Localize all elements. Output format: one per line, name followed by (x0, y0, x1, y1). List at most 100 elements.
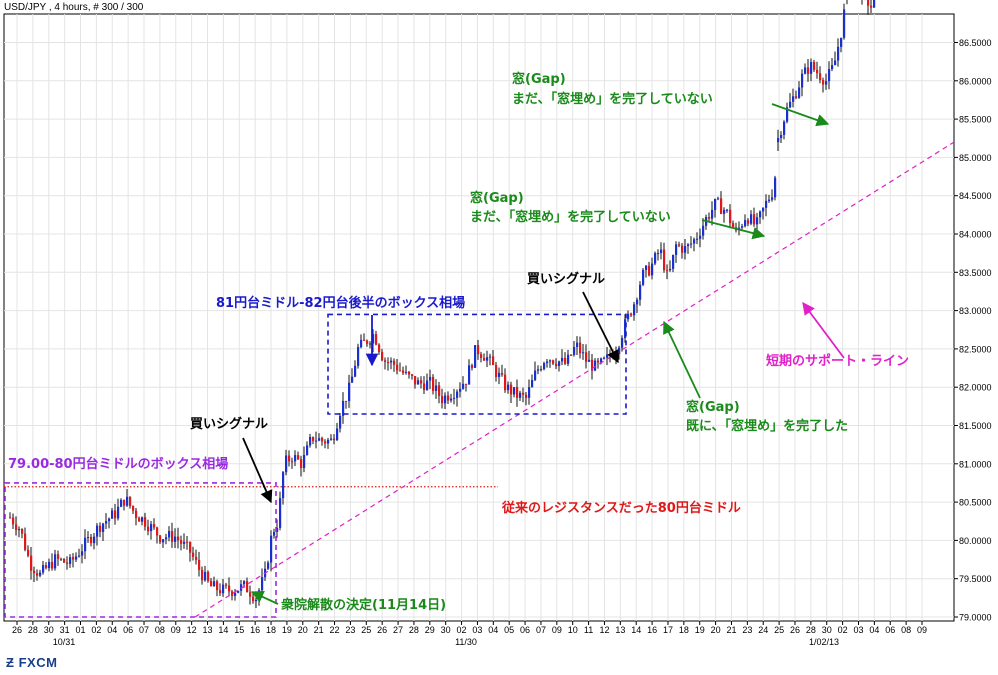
candle-up (498, 372, 501, 377)
candle-down (45, 565, 48, 569)
candle-down (729, 209, 732, 224)
candle-up (96, 525, 99, 537)
candle-up (675, 244, 678, 255)
y-tick-label: 83.5000 (959, 268, 992, 278)
x-tick-label: 28 (409, 625, 419, 635)
candle-down (129, 496, 132, 507)
candle-up (357, 347, 360, 366)
y-tick-label: 83.0000 (959, 306, 992, 316)
x-tick-label: 23 (742, 625, 752, 635)
candle-down (192, 552, 195, 557)
candle-up (840, 37, 843, 47)
candle-down (465, 383, 468, 385)
candle-up (624, 319, 627, 339)
candle-down (138, 518, 141, 522)
candle-down (60, 558, 63, 560)
candle-up (39, 572, 42, 576)
candle-up (672, 254, 675, 269)
candle-up (417, 380, 420, 385)
y-tick-label: 84.5000 (959, 191, 992, 201)
candle-up (789, 101, 792, 108)
candle-down (867, 0, 870, 6)
x-tick-label: 23 (345, 625, 355, 635)
candle-down (555, 363, 558, 366)
x-tick-label: 28 (28, 625, 38, 635)
candle-down (393, 360, 396, 365)
candle-up (696, 238, 699, 240)
fxcm-logo: Ƶ FXCM (6, 655, 58, 670)
candle-up (600, 358, 603, 363)
candle-down (387, 361, 390, 363)
candle-up (684, 246, 687, 253)
candle-up (627, 313, 630, 320)
candle-up (48, 561, 51, 569)
candle-down (33, 570, 36, 574)
candle-up (372, 334, 375, 344)
x-tick-label: 31 (60, 625, 70, 635)
candle-up (126, 496, 129, 506)
candle-up (435, 385, 438, 391)
candle-up (777, 138, 780, 143)
candle-down (732, 223, 735, 228)
y-tick-label: 82.5000 (959, 344, 992, 354)
candle-down (153, 524, 156, 528)
x-tick-label: 07 (536, 625, 546, 635)
candle-down (432, 376, 435, 391)
x-tick-label: 27 (393, 625, 403, 635)
candle-down (552, 360, 555, 364)
candle-down (819, 73, 822, 81)
candle-down (15, 524, 18, 531)
x-tick-label: 16 (647, 625, 657, 635)
candle-up (78, 555, 81, 557)
candle-up (633, 304, 636, 316)
candle-down (441, 396, 444, 404)
candle-up (141, 517, 144, 522)
candle-down (591, 359, 594, 371)
candle-down (870, 5, 873, 8)
candle-up (654, 253, 657, 264)
x-tick-label: 06 (520, 625, 530, 635)
candle-down (57, 554, 60, 559)
buy-signal-1-label: 買いシグナル (190, 417, 269, 432)
candle-up (534, 370, 537, 381)
candle-down (501, 372, 504, 375)
x-tick-label: 19 (695, 625, 705, 635)
candle-up (759, 211, 762, 218)
overlays: 87.6150 (4, 141, 955, 618)
box-81-82-label: 81円台ミドル-82円台後半のボックス相場 (216, 296, 466, 311)
candle-up (348, 382, 351, 401)
gap3-title: 窓(Gap) (686, 400, 740, 415)
candle-up (18, 528, 21, 531)
candle-up (519, 392, 522, 398)
candle-up (168, 530, 171, 538)
x-month-label: 10/31 (53, 637, 76, 647)
candle-up (507, 384, 510, 391)
candle-down (504, 374, 507, 391)
x-tick-label: 04 (488, 625, 498, 635)
candle-up (456, 391, 459, 398)
x-tick-label: 13 (203, 625, 213, 635)
candle-down (66, 562, 69, 564)
candle-up (756, 217, 759, 225)
y-tick-label: 79.0000 (959, 613, 992, 623)
candle-down (753, 214, 756, 225)
candle-up (825, 81, 828, 85)
candle-down (225, 584, 228, 586)
x-tick-label: 20 (711, 625, 721, 635)
candle-up (768, 199, 771, 201)
x-tick-label: 06 (885, 625, 895, 635)
candle-down (321, 438, 324, 442)
gap2-arrow (701, 219, 766, 240)
candle-up (183, 541, 186, 544)
candle-up (429, 376, 432, 381)
candle-up (69, 557, 72, 564)
candle-up (222, 584, 225, 594)
buy-signal-1-arrow (242, 437, 273, 504)
x-tick-label: 30 (441, 625, 451, 635)
candle-down (300, 459, 303, 468)
candle-up (462, 383, 465, 389)
candle-up (165, 537, 168, 540)
candle-up (204, 571, 207, 581)
candle-up (693, 239, 696, 244)
candle-down (375, 334, 378, 345)
